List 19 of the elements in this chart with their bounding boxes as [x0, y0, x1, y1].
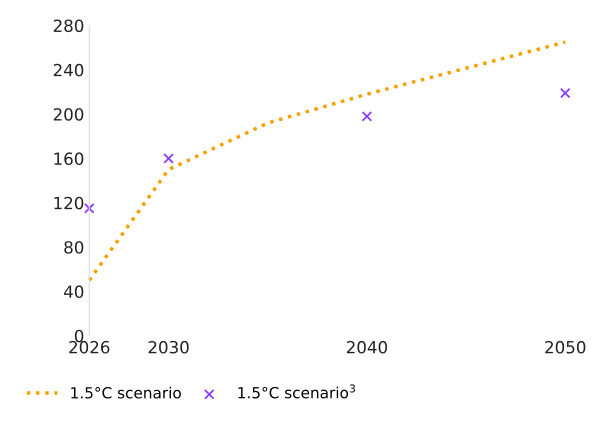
y-tick-label: 160	[54, 152, 84, 166]
point	[84, 203, 95, 214]
x-tick-label: 2030	[148, 340, 189, 354]
y-tick-label: 200	[54, 108, 84, 121]
legend-label: 1.5°C scenario$^{3}$	[238, 384, 355, 398]
y-tick-label: 240	[54, 64, 84, 76]
y-tick-label: 280	[54, 19, 84, 32]
y-tick-label: 0	[74, 330, 84, 342]
legend-label: 1.5°C scenario	[71, 386, 181, 399]
line-series	[88, 40, 567, 282]
x-tick-label: 2050	[545, 340, 586, 354]
y-tick-label: 40	[64, 285, 84, 298]
y-tick-label: 120	[54, 196, 84, 210]
point	[362, 111, 372, 122]
x-tick-label: 2040	[346, 340, 388, 354]
point	[560, 88, 571, 98]
point	[163, 153, 174, 164]
x-tick-label: 2026	[69, 340, 110, 354]
y-tick-label: 80	[64, 241, 84, 254]
